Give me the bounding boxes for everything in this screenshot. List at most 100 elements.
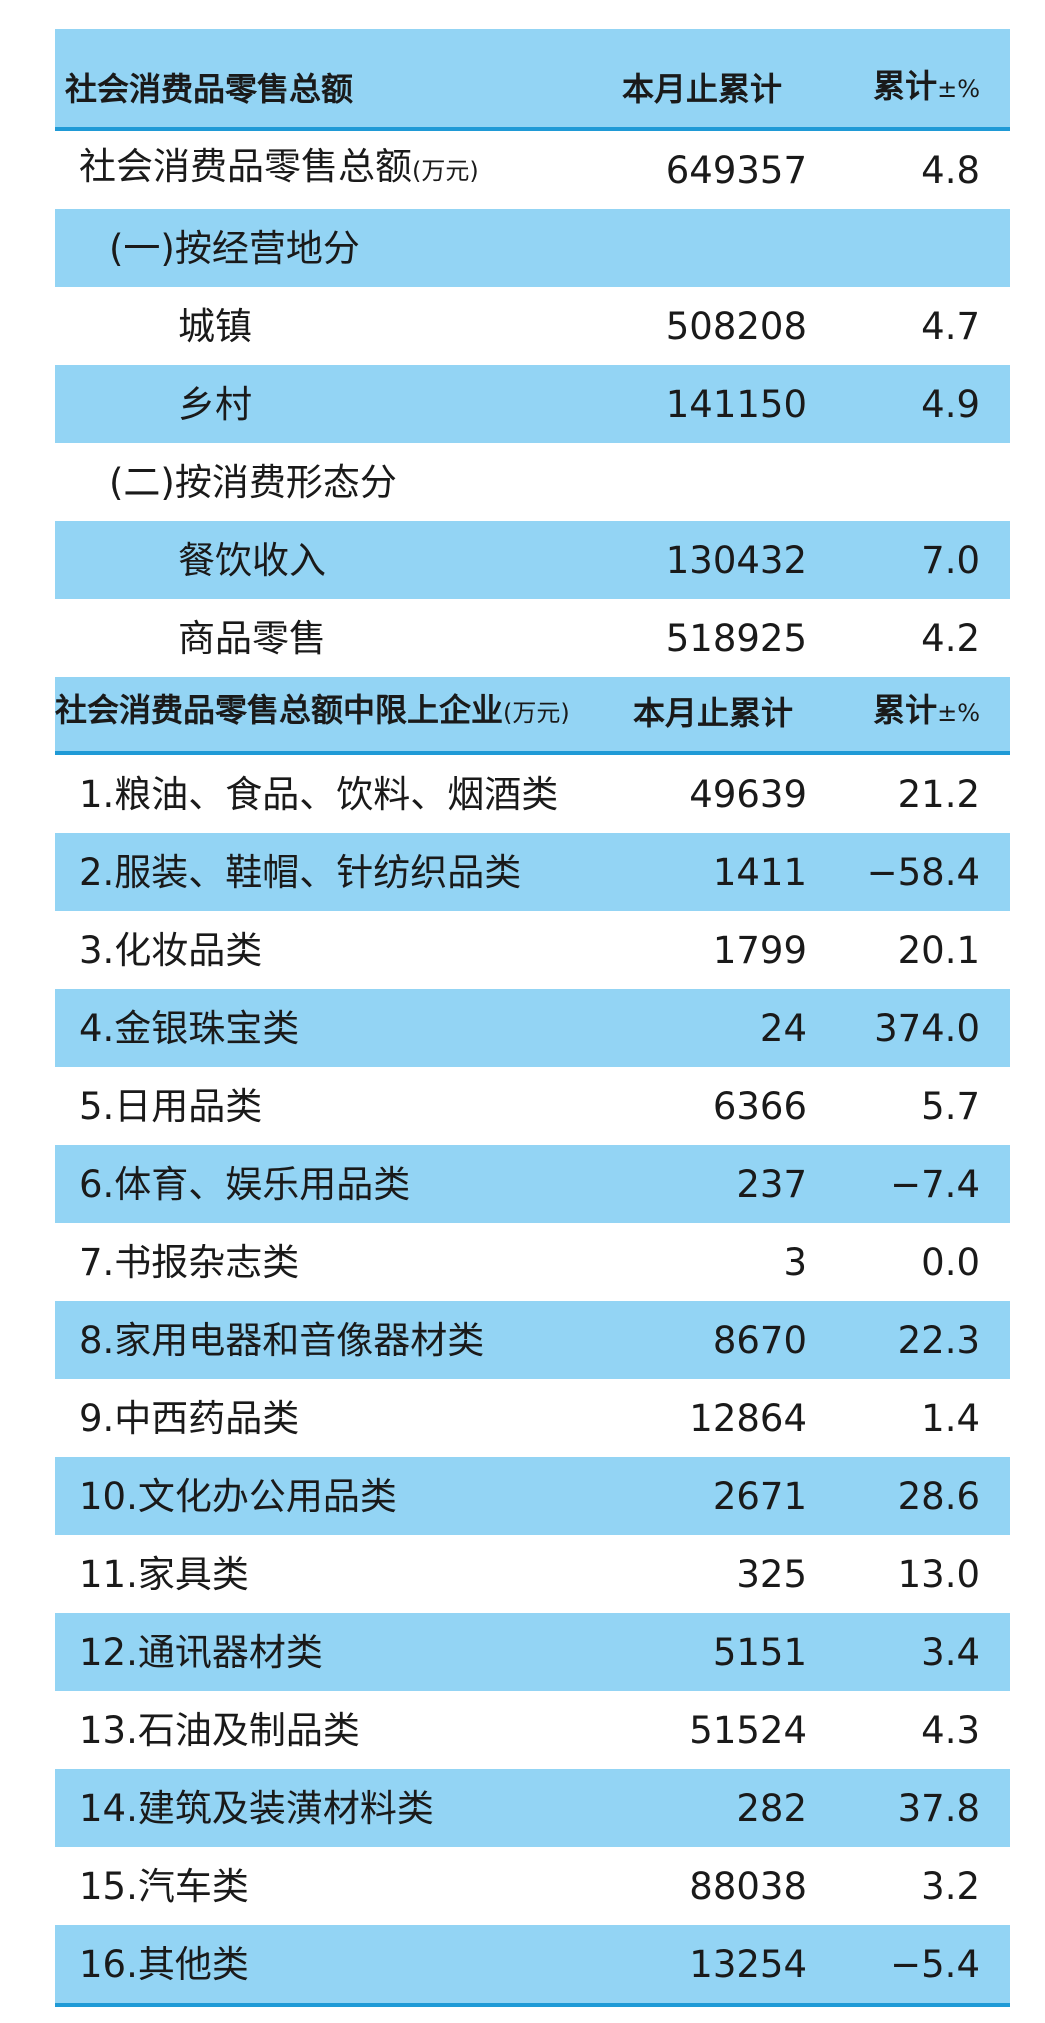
table-row: 商品零售 518925 4.2 (55, 599, 1010, 677)
row-label-text: (二)按消费形态分 (109, 461, 397, 504)
row-value: 49639 (689, 773, 807, 816)
row-pct: 4.9 (921, 383, 980, 426)
row-value: 237 (736, 1163, 807, 1206)
row-pct: 22.3 (897, 1319, 980, 1362)
row-value: 2671 (712, 1475, 807, 1518)
section-header: 社会消费品零售总额中限上企业(万元) 本月止累计 累计±% (55, 677, 1010, 755)
table-row: 餐饮收入 130432 7.0 (55, 521, 1010, 599)
row-label: 商品零售 (178, 601, 326, 677)
table-row: 9.中西药品类 12864 1.4 (55, 1379, 1010, 1457)
row-label-text: 14.建筑及装潢材料类 (79, 1787, 434, 1830)
row-value: 1799 (712, 929, 807, 972)
row-label-text: 9.中西药品类 (79, 1397, 300, 1440)
row-value: 508208 (665, 305, 807, 348)
table: 社会消费品零售总额 本月止累计 累计±% 社会消费品零售总额(万元) 649357 4.8… (55, 29, 1010, 2007)
row-label-text: (一)按经营地分 (109, 227, 360, 270)
header-title: 社会消费品零售总额 (65, 51, 353, 127)
row-label: 14.建筑及装潢材料类 (79, 1771, 434, 1847)
row-label: 城镇 (178, 289, 252, 365)
header-unit: (万元) (503, 699, 570, 727)
row-pct: 7.0 (921, 539, 980, 582)
row-value: 1411 (712, 851, 807, 894)
row-label-text: 乡村 (178, 383, 252, 426)
row-label: 1.粮油、食品、饮料、烟酒类 (79, 757, 558, 833)
row-label: 餐饮收入 (178, 523, 326, 599)
row-label-text: 7.书报杂志类 (79, 1241, 300, 1284)
row-label-text: 13.石油及制品类 (79, 1709, 360, 1752)
row-value: 6366 (712, 1085, 807, 1128)
table-row: 8.家用电器和音像器材类 8670 22.3 (55, 1301, 1010, 1379)
row-pct: 374.0 (874, 1007, 980, 1050)
header-col2: 累计±% (873, 48, 980, 127)
header-col2: 累计±% (873, 672, 980, 751)
row-pct: 20.1 (897, 929, 980, 972)
row-value: 141150 (665, 383, 807, 426)
table-row: 10.文化办公用品类 2671 28.6 (55, 1457, 1010, 1535)
row-value: 649357 (665, 149, 807, 192)
row-label-text: 15.汽车类 (79, 1865, 249, 1908)
row-label: 4.金银珠宝类 (79, 991, 299, 1067)
header-title-text: 社会消费品零售总额中限上企业 (55, 691, 504, 729)
row-label: 3.化妆品类 (79, 913, 262, 989)
table-row: 1.粮油、食品、饮料、烟酒类 49639 21.2 (55, 755, 1010, 833)
row-label: 15.汽车类 (79, 1849, 249, 1925)
row-value: 5151 (712, 1631, 807, 1674)
row-label: 乡村 (178, 367, 252, 443)
row-value: 51524 (689, 1709, 807, 1752)
row-pct: 3.4 (921, 1631, 980, 1674)
header-col1: 本月止累计 (622, 70, 783, 108)
row-pct: 5.7 (921, 1085, 980, 1128)
row-value: 24 (759, 1007, 807, 1050)
row-pct: 0.0 (921, 1241, 980, 1284)
row-label: 社会消费品零售总额(万元) (79, 129, 479, 209)
table-row: 社会消费品零售总额(万元) 649357 4.8 (55, 131, 1010, 209)
row-label: 5.日用品类 (79, 1069, 262, 1145)
row-label-text: 2.服装、鞋帽、针纺织品类 (79, 851, 522, 894)
table-row: (二)按消费形态分 (55, 443, 1010, 521)
row-pct: −5.4 (890, 1943, 980, 1986)
row-label-text: 商品零售 (178, 617, 326, 660)
row-pct: 3.2 (921, 1865, 980, 1908)
row-label: 7.书报杂志类 (79, 1225, 299, 1301)
row-label-text: 4.金银珠宝类 (79, 1007, 300, 1050)
row-label-text: 8.家用电器和音像器材类 (79, 1319, 485, 1362)
row-pct: 4.7 (921, 305, 980, 348)
table-row: 7.书报杂志类 3 0.0 (55, 1223, 1010, 1301)
row-label: 2.服装、鞋帽、针纺织品类 (79, 835, 521, 911)
section-header: 社会消费品零售总额 本月止累计 累计±% (55, 29, 1010, 131)
row-value: 88038 (689, 1865, 807, 1908)
row-pct: 13.0 (897, 1553, 980, 1596)
row-label-text: 12.通讯器材类 (79, 1631, 323, 1674)
header-col2-unit: ±% (937, 75, 980, 103)
row-value: 518925 (665, 617, 807, 660)
header-col1: 本月止累计 (633, 694, 794, 732)
header-title-text: 社会消费品零售总额 (65, 70, 354, 108)
row-pct: −58.4 (866, 851, 980, 894)
table-row: 4.金银珠宝类 24 374.0 (55, 989, 1010, 1067)
row-value: 130432 (665, 539, 807, 582)
table-row: 6.体育、娱乐用品类 237 −7.4 (55, 1145, 1010, 1223)
bottom-rule (55, 2003, 1010, 2007)
row-label-text: 6.体育、娱乐用品类 (79, 1163, 411, 1206)
row-label: 6.体育、娱乐用品类 (79, 1147, 410, 1223)
row-pct: −7.4 (890, 1163, 980, 1206)
table-row: 3.化妆品类 1799 20.1 (55, 911, 1010, 989)
row-pct: 4.8 (921, 149, 980, 192)
header-title: 社会消费品零售总额中限上企业(万元) (55, 672, 570, 751)
row-pct: 4.3 (921, 1709, 980, 1752)
row-value: 282 (736, 1787, 807, 1830)
row-label-text: 3.化妆品类 (79, 929, 263, 972)
table-row: 乡村 141150 4.9 (55, 365, 1010, 443)
row-label: 8.家用电器和音像器材类 (79, 1303, 484, 1379)
table-row: 11.家具类 325 13.0 (55, 1535, 1010, 1613)
row-value: 8670 (712, 1319, 807, 1362)
row-label: 10.文化办公用品类 (79, 1459, 397, 1535)
table-row: 5.日用品类 6366 5.7 (55, 1067, 1010, 1145)
table-row: (一)按经营地分 (55, 209, 1010, 287)
row-label: 11.家具类 (79, 1537, 249, 1613)
row-pct: 28.6 (897, 1475, 980, 1518)
row-value: 3 (783, 1241, 807, 1284)
row-label: (二)按消费形态分 (109, 445, 397, 521)
row-value: 325 (736, 1553, 807, 1596)
header-col2-unit: ±% (937, 699, 980, 727)
